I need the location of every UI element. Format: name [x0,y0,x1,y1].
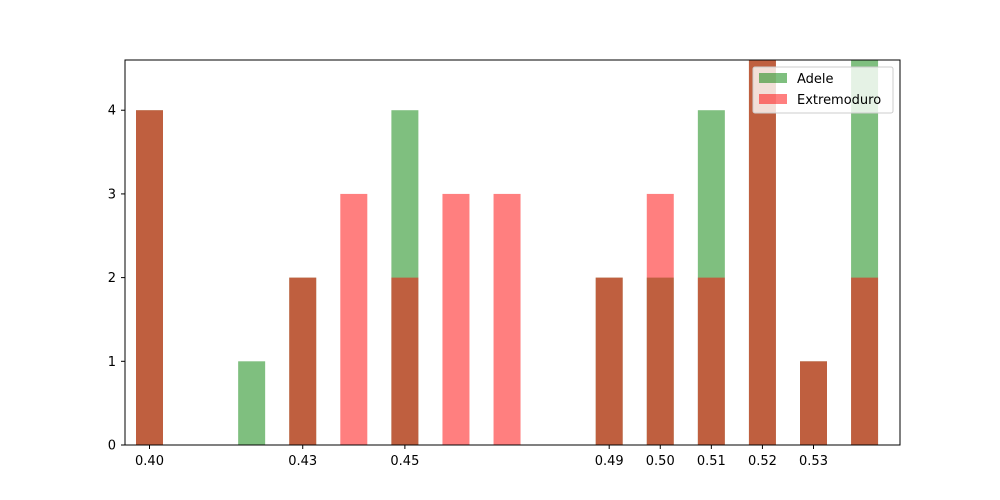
x-tick-label-0.51: 0.51 [697,454,726,469]
bars-layer [136,60,879,445]
bar-extremoduro-0.45 [391,277,419,445]
legend: Adele Extremoduro [752,66,894,114]
y-tick-label-0: 0 [108,439,116,454]
legend-label-extremoduro: Extremoduro [797,93,881,108]
y-tick-label-1: 1 [108,355,116,370]
x-tick-label-0.43: 0.43 [288,454,317,469]
bar-extremoduro-0.50 [646,193,674,445]
legend-label-adele: Adele [797,72,834,87]
legend-box [752,66,894,114]
axes-layer: 0 1 2 3 4 0.40 0.43 0.45 0.49 0.50 0.51 0.52 0.53 [108,59,901,469]
x-tick-label-0.40: 0.40 [135,454,164,469]
y-tick-label-2: 2 [108,271,116,286]
bar-extremoduro-0.40 [136,110,163,445]
bar-extremoduro-0.43 [289,277,317,445]
bar-extremoduro-0.53 [800,361,827,445]
legend-swatch-adele [759,73,787,83]
bar-extremoduro-0.44 [340,193,368,445]
bar-extremoduro-0.46 [442,193,470,445]
x-tick-label-0.45: 0.45 [390,454,419,469]
x-tick-label-0.50: 0.50 [646,454,675,469]
y-tick-label-3: 3 [108,187,116,202]
bar-extremoduro-0.47 [493,193,521,445]
bar-adele-0.42 [238,361,266,445]
bar-extremoduro-0.51 [697,277,725,445]
bar-extremoduro-0.49 [595,277,623,445]
axes-frame [124,59,901,446]
y-tick-label-4: 4 [108,104,116,119]
x-tick-label-0.49: 0.49 [595,454,624,469]
bar-extremoduro-0.54 [851,277,879,445]
bar-extremoduro-0.52 [748,60,776,445]
x-tick-label-0.53: 0.53 [799,454,828,469]
x-tick-label-0.52: 0.52 [748,454,777,469]
legend-swatch-extremoduro [759,94,787,104]
